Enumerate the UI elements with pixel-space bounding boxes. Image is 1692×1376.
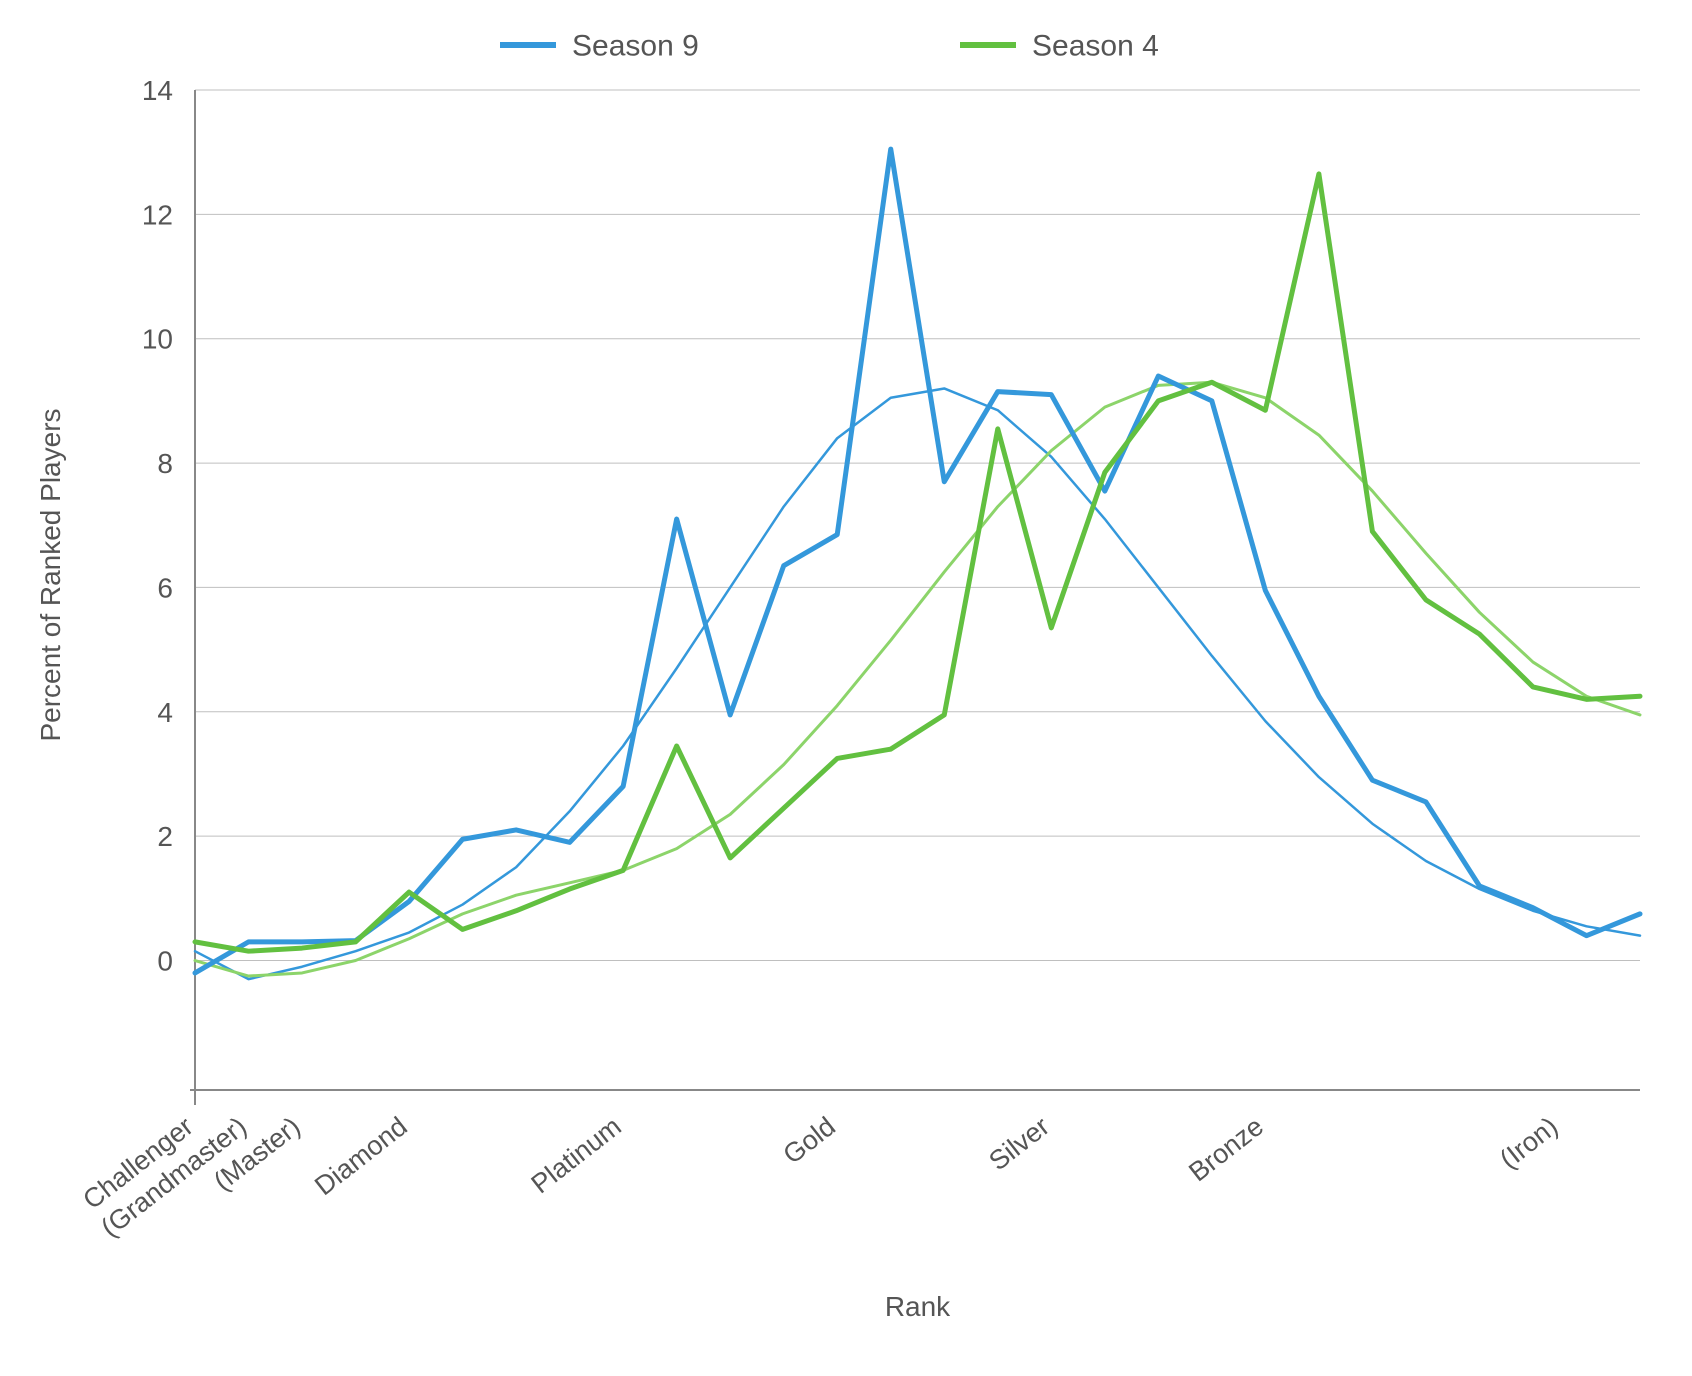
y-tick-label: 8 xyxy=(157,448,173,479)
y-tick-label: 4 xyxy=(157,697,173,728)
y-axis-title: Percent of Ranked Players xyxy=(35,408,66,741)
y-tick-label: 10 xyxy=(142,324,173,355)
x-axis-title: Rank xyxy=(885,1291,951,1322)
y-tick-label: 12 xyxy=(142,199,173,230)
y-tick-label: 2 xyxy=(157,821,173,852)
rank-distribution-chart: 02468101214Challenger(Grandmaster)(Maste… xyxy=(0,0,1692,1376)
y-tick-label: 14 xyxy=(142,75,173,106)
legend-label: Season 9 xyxy=(572,30,699,63)
y-tick-label: 6 xyxy=(157,572,173,603)
y-tick-label: 0 xyxy=(157,946,173,977)
legend-label: Season 4 xyxy=(1032,30,1159,63)
